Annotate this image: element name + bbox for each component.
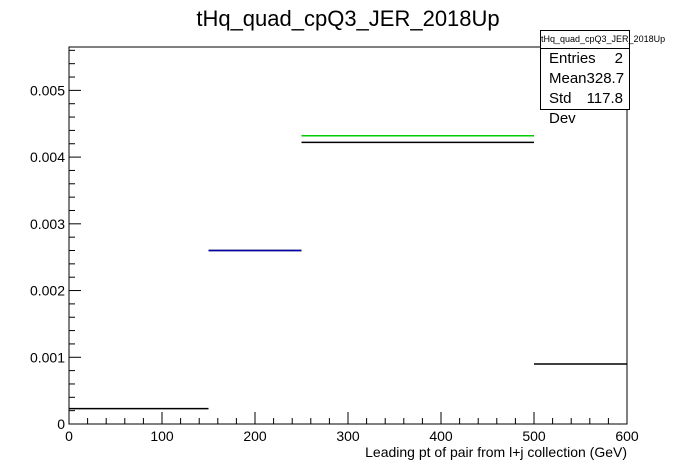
x-tick-label: 500: [522, 428, 546, 444]
y-tick-label: 0.002: [30, 283, 65, 299]
stats-mean-value: 328.7: [586, 70, 625, 87]
y-tick-label: 0.005: [30, 82, 65, 98]
stats-box-name: tHq_quad_cpQ3_JER_2018Up: [541, 31, 665, 49]
x-tick-label: 600: [615, 428, 639, 444]
stats-box: tHq_quad_cpQ3_JER_2018Up Entries 2 Mean …: [540, 30, 665, 127]
stats-mean-row: Mean 328.7: [541, 69, 629, 89]
stats-entries-label: Entries: [549, 50, 596, 67]
x-axis-label: Leading pt of pair from l+j collection (…: [365, 444, 627, 460]
stats-stddev-value: 117.8: [586, 90, 623, 107]
y-tick-label: 0: [57, 416, 65, 432]
stats-mean-label: Mean: [549, 70, 587, 87]
chart-title: tHq_quad_cpQ3_JER_2018Up: [196, 6, 500, 31]
x-tick-label: 0: [65, 428, 73, 444]
x-tick-label: 100: [150, 428, 174, 444]
y-tick-label: 0.004: [30, 149, 65, 165]
stats-entries-value: 2: [614, 50, 623, 67]
stats-entries-row: Entries 2: [541, 49, 629, 69]
x-tick-label: 200: [243, 428, 267, 444]
x-tick-label: 300: [336, 428, 360, 444]
y-tick-label: 0.003: [30, 216, 65, 232]
stats-stddev-row: Std Dev 117.8: [541, 89, 629, 127]
y-tick-label: 0.001: [30, 349, 65, 365]
stats-stddev-label: Std Dev: [549, 90, 576, 127]
x-tick-label: 400: [429, 428, 453, 444]
